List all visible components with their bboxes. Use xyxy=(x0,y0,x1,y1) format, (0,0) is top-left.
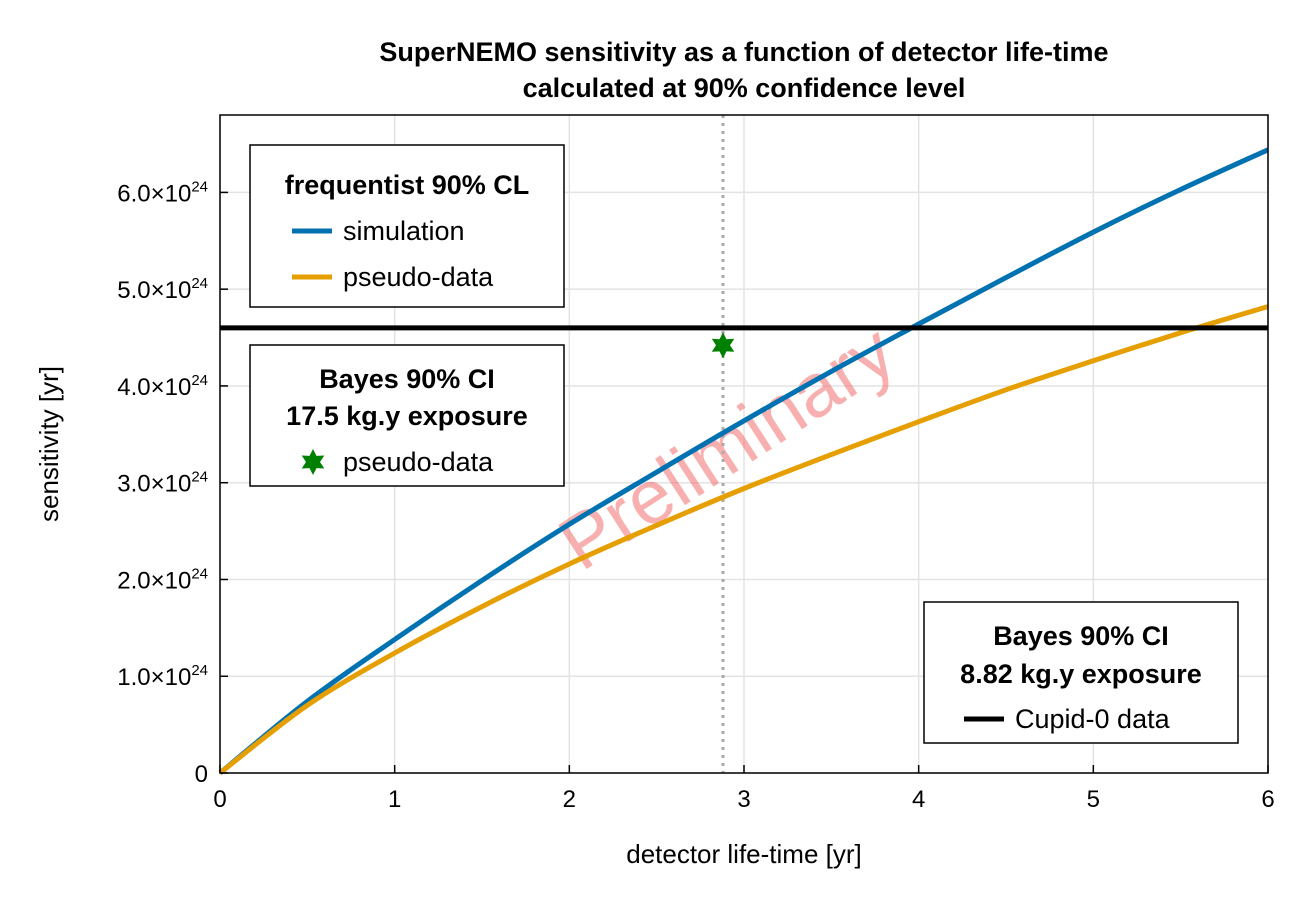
y-axis-label: sensitivity [yr] xyxy=(34,366,64,522)
x-axis-label: detector life-time [yr] xyxy=(626,839,862,869)
legend-title: 17.5 kg.y exposure xyxy=(286,401,528,431)
y-tick-label: 0 xyxy=(195,761,208,788)
x-tick-label: 3 xyxy=(737,786,750,813)
series-line-simulation xyxy=(218,147,1270,775)
x-tick-label: 5 xyxy=(1087,786,1100,813)
y-tick-label: 3.0×1024 xyxy=(117,469,208,498)
x-tick-label: 6 xyxy=(1261,786,1274,813)
y-tick-label: 2.0×1024 xyxy=(117,565,208,594)
chart-title: SuperNEMO sensitivity as a function of d… xyxy=(379,37,1108,103)
x-tick-label: 0 xyxy=(213,786,226,813)
legends: frequentist 90% CLsimulationpseudo-dataB… xyxy=(249,144,1239,744)
legend-title: Bayes 90% CI xyxy=(319,364,495,394)
x-tick-label: 4 xyxy=(912,786,925,813)
series-line-pseudo-data xyxy=(218,304,1269,775)
y-tick-label: 4.0×1024 xyxy=(117,372,208,401)
legend-box xyxy=(249,144,565,308)
axes: 0 1 2 3 4 5 6 0 1.0×1024 2.0×1024 3.0×1024 4.0×1024… xyxy=(34,178,1275,869)
legend-title: frequentist 90% CL xyxy=(285,170,530,200)
legend-entry-label: Cupid-0 data xyxy=(1015,704,1171,734)
y-tick-label: 1.0×1024 xyxy=(117,662,208,691)
y-tick-label: 5.0×1024 xyxy=(117,275,208,304)
series-layer xyxy=(218,115,1270,775)
legend-bottom-right: Bayes 90% CI 8.82 kg.y exposure Cupid-0 da… xyxy=(923,601,1239,744)
legend-entry-label: simulation xyxy=(343,216,465,246)
legend-entry-label: pseudo-data xyxy=(343,447,494,477)
chart-title-line: SuperNEMO sensitivity as a function of d… xyxy=(379,37,1108,67)
legend-entry-label: pseudo-data xyxy=(343,262,494,292)
legend-star-swatch xyxy=(301,449,325,475)
star-point-pseudo-data xyxy=(711,332,735,359)
chart-title-line: calculated at 90% confidence level xyxy=(523,73,966,103)
x-tick-label: 2 xyxy=(563,786,576,813)
legend-box xyxy=(249,344,565,487)
legend-top-left: frequentist 90% CL simulation pseudo-data xyxy=(249,144,565,308)
legend-title: Bayes 90% CI xyxy=(993,621,1169,651)
legend-middle-left: Bayes 90% CI 17.5 kg.y exposure pseudo-dat… xyxy=(249,344,565,487)
y-tick-label: 6.0×1024 xyxy=(117,178,208,207)
legend-title: 8.82 kg.y exposure xyxy=(960,659,1202,689)
x-tick-label: 1 xyxy=(388,786,401,813)
